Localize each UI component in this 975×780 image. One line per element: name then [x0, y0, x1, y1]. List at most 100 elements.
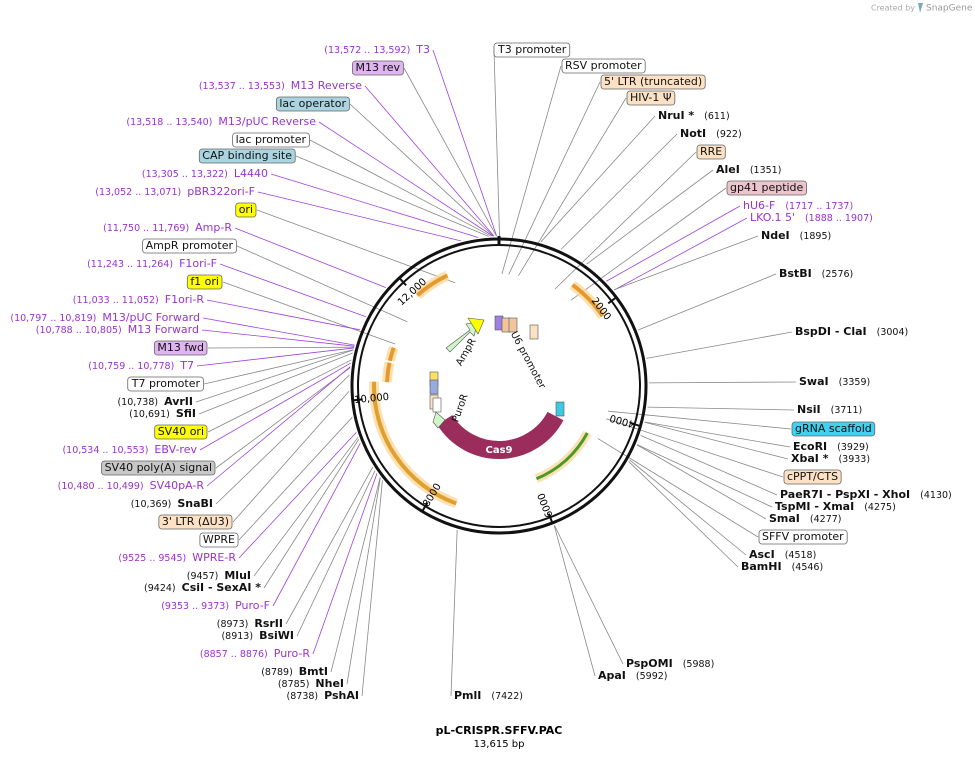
feature-name: M13 rev [355, 61, 400, 74]
feature-box [626, 90, 676, 106]
primer-label: (13,572 .. 13,592) T3 [324, 43, 430, 56]
leader-line [312, 473, 378, 655]
label-name: EcoRI [793, 440, 827, 453]
feature-box [142, 238, 237, 254]
feature-name: T3 promoter [497, 43, 567, 56]
label-location: (4518) [785, 550, 817, 561]
label-name: NdeI [761, 229, 790, 242]
label-location: (922) [716, 129, 742, 140]
leader-line [257, 191, 462, 242]
leader-lines [195, 49, 797, 697]
label-location: (3929) [837, 442, 869, 453]
label-location: (3933) [838, 454, 870, 465]
feature-name: gRNA scaffold [795, 422, 872, 435]
label-location: (10,797 .. 10,819) [10, 313, 96, 324]
label-location: (10,534 .. 10,553) [62, 445, 148, 456]
label-name: NruI * [658, 109, 694, 122]
label-name: NotI [680, 127, 706, 140]
map-label: U6 promoter [508, 330, 548, 392]
ring-tick [352, 398, 363, 402]
label-name: BsiWI [259, 629, 294, 642]
label-location: (7422) [491, 691, 523, 702]
primer-label: (11,033 .. 11,052) F1ori-R [73, 293, 205, 306]
credit: Created by [871, 4, 915, 13]
leader-line [309, 139, 492, 237]
leader-line [222, 281, 396, 345]
enzyme-label: PmlI (7422) [454, 689, 523, 702]
leader-line [272, 442, 361, 607]
feature-name: T7 promoter [131, 377, 201, 390]
leader-line [644, 421, 789, 460]
label-name: EBV-rev [154, 443, 197, 456]
ring-tick [398, 277, 407, 286]
primer-label: LKO.1 5' (1888 .. 1907) [750, 211, 873, 224]
map-label: Cas9 [486, 445, 513, 456]
label-name: pBR322ori-F [187, 185, 255, 198]
feature-name: CAP binding site [202, 149, 292, 162]
label-name: M13/pUC Reverse [218, 115, 316, 128]
leader-line [647, 406, 795, 411]
feature-label: WPRE [203, 533, 235, 546]
label-location: (5988) [683, 659, 715, 670]
label-location: (3004) [877, 327, 909, 338]
label-location: (4277) [810, 514, 842, 525]
leader-line [364, 85, 495, 237]
label-name: SnaBI [177, 497, 213, 510]
feature-label: T7 promoter [131, 377, 201, 390]
feature-label: M13 fwd [157, 341, 204, 354]
feature-label: lac promoter [236, 133, 307, 146]
label-name: BstBI [779, 267, 812, 280]
label-location: (8738) [287, 691, 319, 702]
brand: SnapGene [926, 4, 973, 14]
label-location: (2576) [822, 269, 854, 280]
leader-line [215, 374, 350, 505]
label-location: (13,537 .. 13,553) [199, 81, 285, 92]
leader-line [199, 362, 351, 451]
feature-name: lac operator [279, 97, 346, 110]
feature-label: CAP binding site [202, 149, 292, 162]
feature-label: AmpR promoter [146, 239, 234, 252]
label-location: (9525 .. 9545) [118, 553, 186, 564]
feature-name: lac promoter [236, 133, 307, 146]
feature-box [153, 340, 208, 356]
label-name: NheI [315, 677, 344, 690]
leader-line [640, 434, 778, 496]
feature-label: HIV-1 Ψ [630, 91, 672, 104]
label-location: (13,305 .. 13,322) [142, 169, 228, 180]
label-name: RsrII [254, 617, 283, 630]
feature-arc [387, 347, 396, 362]
enzyme-label: (8738) PshAI [287, 689, 359, 702]
label-name: AvrII [164, 395, 193, 408]
label-name: hU6-F [743, 199, 775, 212]
label-location: (1895) [800, 231, 832, 242]
puror-arrow [432, 411, 446, 429]
label-name: CsiI - SexAI * [182, 581, 262, 594]
label-name: M13 Forward [128, 323, 199, 336]
feature-box [508, 317, 518, 333]
leader-line [628, 461, 739, 568]
leader-line [518, 97, 627, 276]
enzyme-label: (8789) BmtI [261, 665, 328, 678]
leader-line [540, 115, 656, 243]
feature-box [493, 42, 571, 58]
label-location: (13,052 .. 13,071) [95, 187, 181, 198]
label-location: (9457) [187, 571, 219, 582]
feature-name: RSV promoter [565, 59, 642, 72]
feature-label: SV40 poly(A) signal [105, 461, 212, 474]
leader-line [198, 352, 353, 415]
enzyme-label: (8785) NheI [278, 677, 344, 690]
ring-tick-label: 6000 [536, 491, 555, 519]
feature-label: lac operator [279, 97, 346, 110]
label-location: (11,243 .. 11,264) [87, 259, 173, 270]
primer-label: (10,480 .. 10,499) SV40pA-R [58, 479, 205, 492]
feature-label: gRNA scaffold [795, 422, 872, 435]
enzyme-label: (10,738) AvrII [117, 395, 193, 408]
leader-line [450, 530, 458, 697]
leader-line [232, 390, 350, 523]
primer-label: (11,243 .. 11,264) F1ori-F [87, 257, 217, 270]
leader-line [207, 359, 352, 433]
enzyme-label: EcoRI (3929) [793, 440, 869, 453]
label-name: AleI [716, 163, 740, 176]
label-name: NsiI [797, 403, 821, 416]
